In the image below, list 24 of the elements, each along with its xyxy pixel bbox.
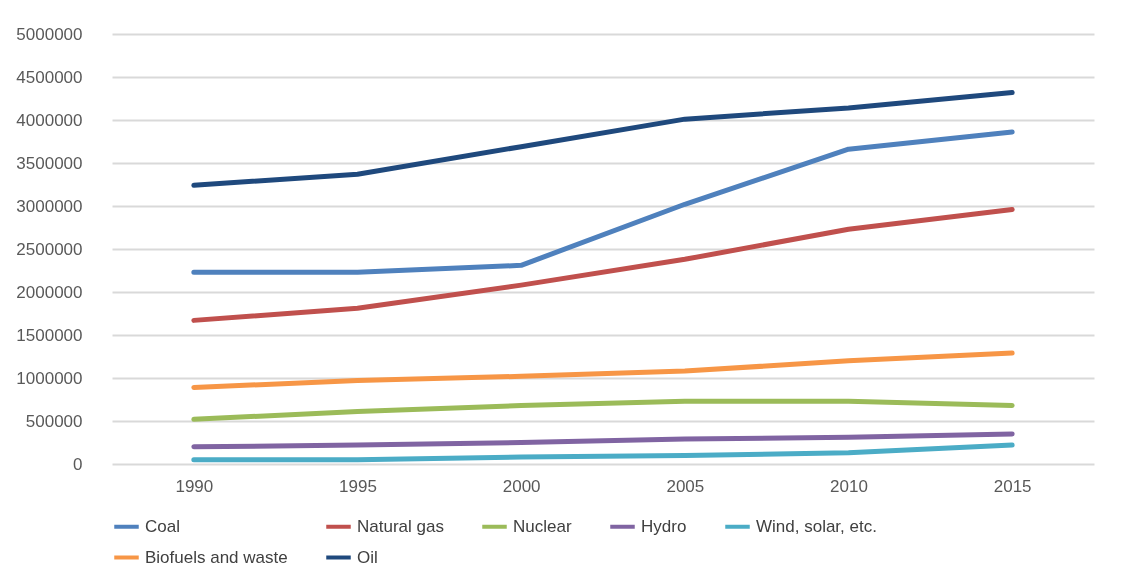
y-tick-label: 4500000 (16, 67, 83, 87)
legend-label: Natural gas (357, 516, 444, 536)
y-tick-label: 2500000 (16, 239, 83, 259)
y-tick-label: 3000000 (16, 196, 83, 216)
x-tick-label: 1995 (339, 476, 377, 496)
y-tick-label: 5000000 (16, 24, 83, 44)
legend-label: Biofuels and waste (145, 547, 288, 567)
y-tick-label: 3500000 (16, 153, 83, 173)
y-tick-label: 4000000 (16, 110, 83, 130)
legend-label: Oil (357, 547, 378, 567)
x-tick-label: 2000 (502, 476, 541, 496)
x-tick-label: 2015 (993, 476, 1032, 496)
legend-label: Nuclear (513, 516, 572, 536)
legend-label: Hydro (641, 516, 687, 536)
legend-label: Wind, solar, etc. (756, 516, 877, 536)
x-tick-label: 2005 (666, 476, 705, 496)
y-tick-label: 500000 (25, 411, 83, 431)
y-tick-label: 1000000 (16, 368, 83, 388)
x-tick-label: 2010 (830, 476, 868, 496)
y-tick-label: 1500000 (16, 325, 83, 345)
legend-label: Coal (145, 516, 180, 536)
y-tick-label: 2000000 (16, 282, 83, 302)
x-tick-label: 1990 (175, 476, 214, 496)
y-tick-label: 0 (73, 454, 83, 474)
